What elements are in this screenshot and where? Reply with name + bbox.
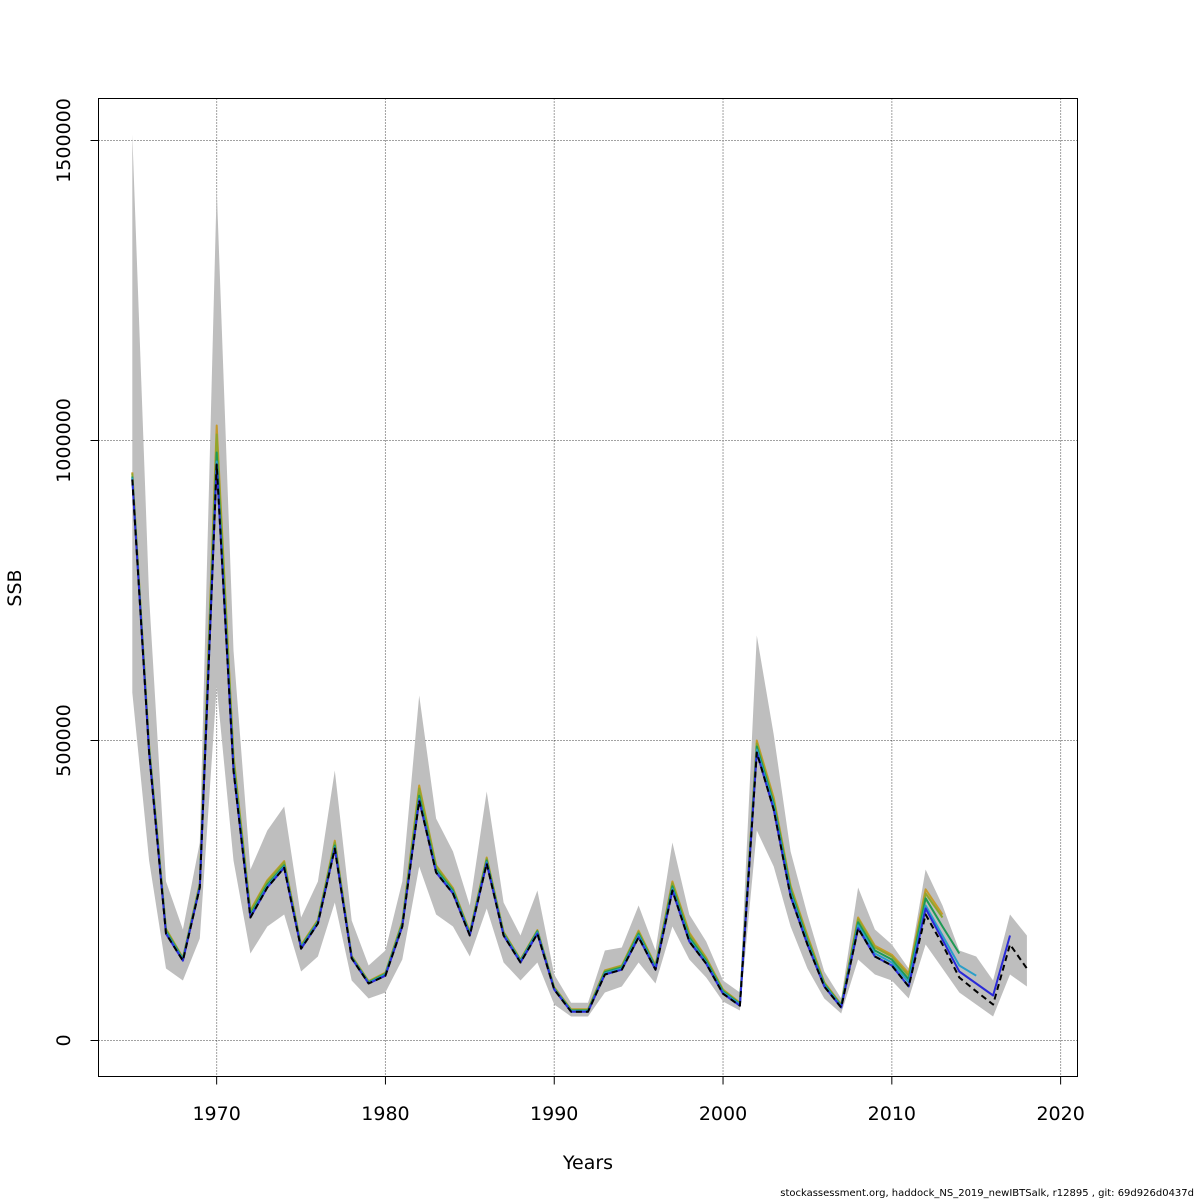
x-tick-label: 2020 — [1036, 1103, 1084, 1125]
grid-lines — [98, 98, 1078, 1077]
y-axis-label: SSB — [4, 569, 26, 606]
y-tick-label: 1000000 — [53, 398, 75, 483]
series-line — [131, 463, 1028, 1013]
x-axis-label: Years — [562, 1152, 613, 1174]
y-tick-label: 1500000 — [53, 98, 75, 183]
x-tick-label: 1970 — [192, 1103, 240, 1125]
series-lines — [131, 424, 1028, 1013]
x-tick-label: 2010 — [868, 1103, 916, 1125]
y-tick-label: 500000 — [53, 704, 75, 777]
footer-credit: stockassessment.org, haddock_NS_2019_new… — [780, 1188, 1194, 1199]
x-tick-label: 1990 — [530, 1103, 578, 1125]
x-tick-label: 1980 — [361, 1103, 409, 1125]
y-tick-label: 0 — [53, 1034, 75, 1046]
x-tick-label: 2000 — [699, 1103, 747, 1125]
x-axis: 1970 1980 1990 2000 2010 2020 — [192, 1076, 1085, 1125]
y-axis: 0 500000 1000000 1500000 — [53, 98, 99, 1047]
